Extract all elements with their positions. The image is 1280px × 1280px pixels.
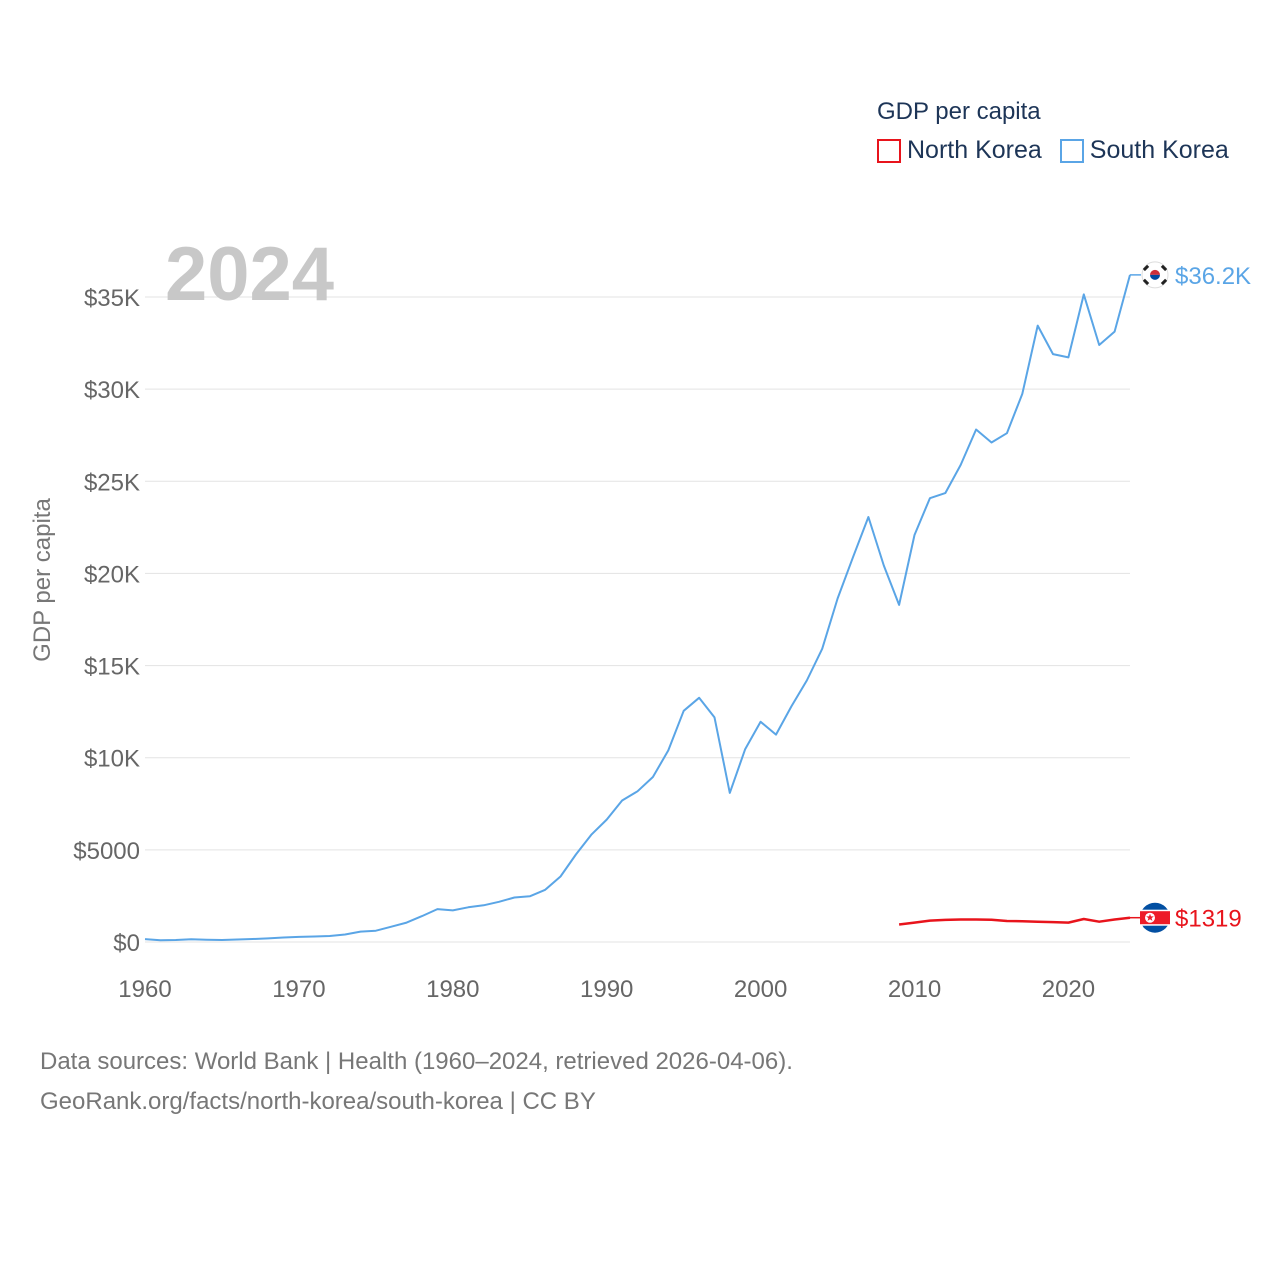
series-line-south-korea xyxy=(144,274,1131,942)
legend-swatch-south-korea xyxy=(1059,138,1084,163)
y-tick-label: $5000 xyxy=(73,838,140,865)
y-tick-label: $15K xyxy=(84,654,140,681)
north-korea-flag-icon xyxy=(1140,902,1170,933)
y-axis-title: GDP per capita xyxy=(29,498,56,662)
y-tick-label: $25K xyxy=(84,469,140,496)
footer: Data sources: World Bank | Health (1960–… xyxy=(40,1042,793,1122)
x-tick-label: 1970 xyxy=(272,976,325,1003)
y-tick-label: $0 xyxy=(113,930,140,957)
legend-item-south-korea[interactable]: South Korea xyxy=(1059,136,1229,165)
legend-title: GDP per capita xyxy=(877,98,1041,125)
legend-swatch-north-korea xyxy=(877,138,901,163)
legend-label-north-korea: North Korea xyxy=(907,136,1042,164)
attribution-link[interactable]: GeoRank.org/facts/north-korea/south-kore… xyxy=(40,1088,596,1115)
y-axis-ticks: $0 $5000 $10K $15K $20K $25K $30K $35K xyxy=(73,285,140,957)
legend: GDP per capita North Korea South Korea xyxy=(877,98,1229,165)
legend-item-north-korea[interactable]: North Korea xyxy=(877,136,1042,165)
end-value-label-north-korea: $1319 xyxy=(1175,906,1242,933)
y-tick-label: $35K xyxy=(84,285,140,312)
x-tick-label: 1990 xyxy=(580,976,633,1003)
gridlines xyxy=(145,296,1130,943)
series-line-north-korea xyxy=(898,916,1131,926)
data-sources-note: Data sources: World Bank | Health (1960–… xyxy=(40,1048,793,1075)
x-tick-label: 1960 xyxy=(118,976,171,1003)
end-value-label-south-korea: $36.2K xyxy=(1175,263,1251,290)
south-korea-flag-icon xyxy=(1141,261,1169,289)
x-axis-ticks: 1960 1970 1980 1990 2000 2010 2020 xyxy=(118,976,1095,1003)
y-tick-label: $10K xyxy=(84,746,140,773)
year-label: 2024 xyxy=(165,232,334,317)
x-tick-label: 2010 xyxy=(888,976,941,1003)
x-tick-label: 2000 xyxy=(734,976,787,1003)
legend-label-south-korea: South Korea xyxy=(1089,136,1229,164)
x-tick-label: 2020 xyxy=(1042,976,1095,1003)
x-tick-label: 1980 xyxy=(426,976,479,1003)
end-labels: $36.2K $1319 xyxy=(1130,261,1251,933)
series-lines xyxy=(144,274,1131,942)
y-tick-label: $30K xyxy=(84,377,140,404)
y-tick-label: $20K xyxy=(84,561,140,588)
